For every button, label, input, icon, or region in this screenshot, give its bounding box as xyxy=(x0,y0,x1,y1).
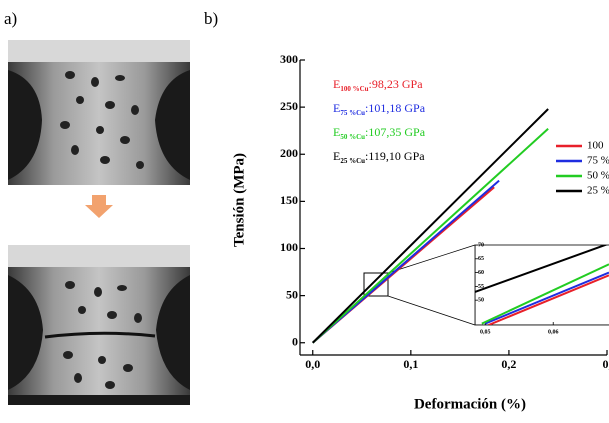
series-line xyxy=(481,263,609,325)
series-line xyxy=(484,271,609,325)
annotation-symbol: E xyxy=(333,125,340,139)
annotation-subscript: 100 %Cu xyxy=(340,85,368,93)
annotation-subscript: 50 %Cu xyxy=(340,133,365,141)
y-tick-label: 50 xyxy=(286,287,298,301)
series-line xyxy=(488,274,609,325)
arrow xyxy=(85,195,113,218)
x-axis-title: Deformación (%) xyxy=(414,396,526,412)
modulus-annotation: E100 %Cu:98,23 GPa xyxy=(333,77,423,93)
annotation-symbol: E xyxy=(333,149,340,163)
annotation-symbol: E xyxy=(333,101,340,115)
y-tick-label: 150 xyxy=(280,193,298,207)
specimen-photo xyxy=(8,40,190,185)
annotation-value: :119,10 GPa xyxy=(365,149,425,163)
y-tick-label: 100 xyxy=(280,240,298,254)
modulus-annotation: E75 %Cu:101,18 GPa xyxy=(333,101,426,117)
annotation-subscript: 75 %Cu xyxy=(340,109,365,117)
zoom-box xyxy=(363,272,389,297)
x-tick-label: 0, xyxy=(603,357,609,371)
x-tick-label: 0,06 xyxy=(548,329,559,335)
modulus-annotation: E25 %Cu:119,10 GPa xyxy=(333,149,425,165)
x-tick-label: 0,2 xyxy=(501,357,516,371)
y-tick-label: 50 xyxy=(478,298,484,304)
series-line xyxy=(312,108,549,344)
zoom-connector xyxy=(387,244,476,274)
annotation-value: :107,35 GPa xyxy=(365,125,426,139)
y-tick-label: 55 xyxy=(478,284,484,290)
panel-label: b) xyxy=(204,9,218,28)
y-tick-label: 65 xyxy=(478,256,484,262)
y-tick-label: 70 xyxy=(478,242,484,248)
series-line xyxy=(475,245,609,293)
series-line xyxy=(312,128,549,344)
legend-label: 25 % xyxy=(587,185,609,197)
y-axis-title: Tensión (MPa) xyxy=(231,153,247,247)
annotation-subscript: 25 %Cu xyxy=(340,157,365,165)
y-tick-label: 250 xyxy=(280,99,298,113)
specimen-photo xyxy=(8,245,190,405)
zoom-connector xyxy=(387,295,476,326)
annotation-value: :101,18 GPa xyxy=(365,101,426,115)
annotation-symbol: E xyxy=(333,77,340,91)
y-tick-label: 60 xyxy=(478,270,484,276)
x-tick-label: 0,0 xyxy=(305,357,320,371)
modulus-annotation: E50 %Cu:107,35 GPa xyxy=(333,125,426,141)
legend-label: 75 % xyxy=(587,155,609,167)
y-tick-label: 300 xyxy=(280,52,298,66)
annotation-value: :98,23 GPa xyxy=(369,77,424,91)
plot xyxy=(475,245,609,325)
x-tick-label: 0,1 xyxy=(403,357,418,371)
x-tick-label: 0,05 xyxy=(480,329,491,335)
panel-label: a) xyxy=(4,9,17,28)
legend-label: 50 % xyxy=(587,170,609,182)
y-tick-label: 0 xyxy=(292,334,298,348)
plot xyxy=(299,59,608,356)
y-tick-label: 200 xyxy=(280,146,298,160)
legend-label: 100 xyxy=(587,140,604,152)
